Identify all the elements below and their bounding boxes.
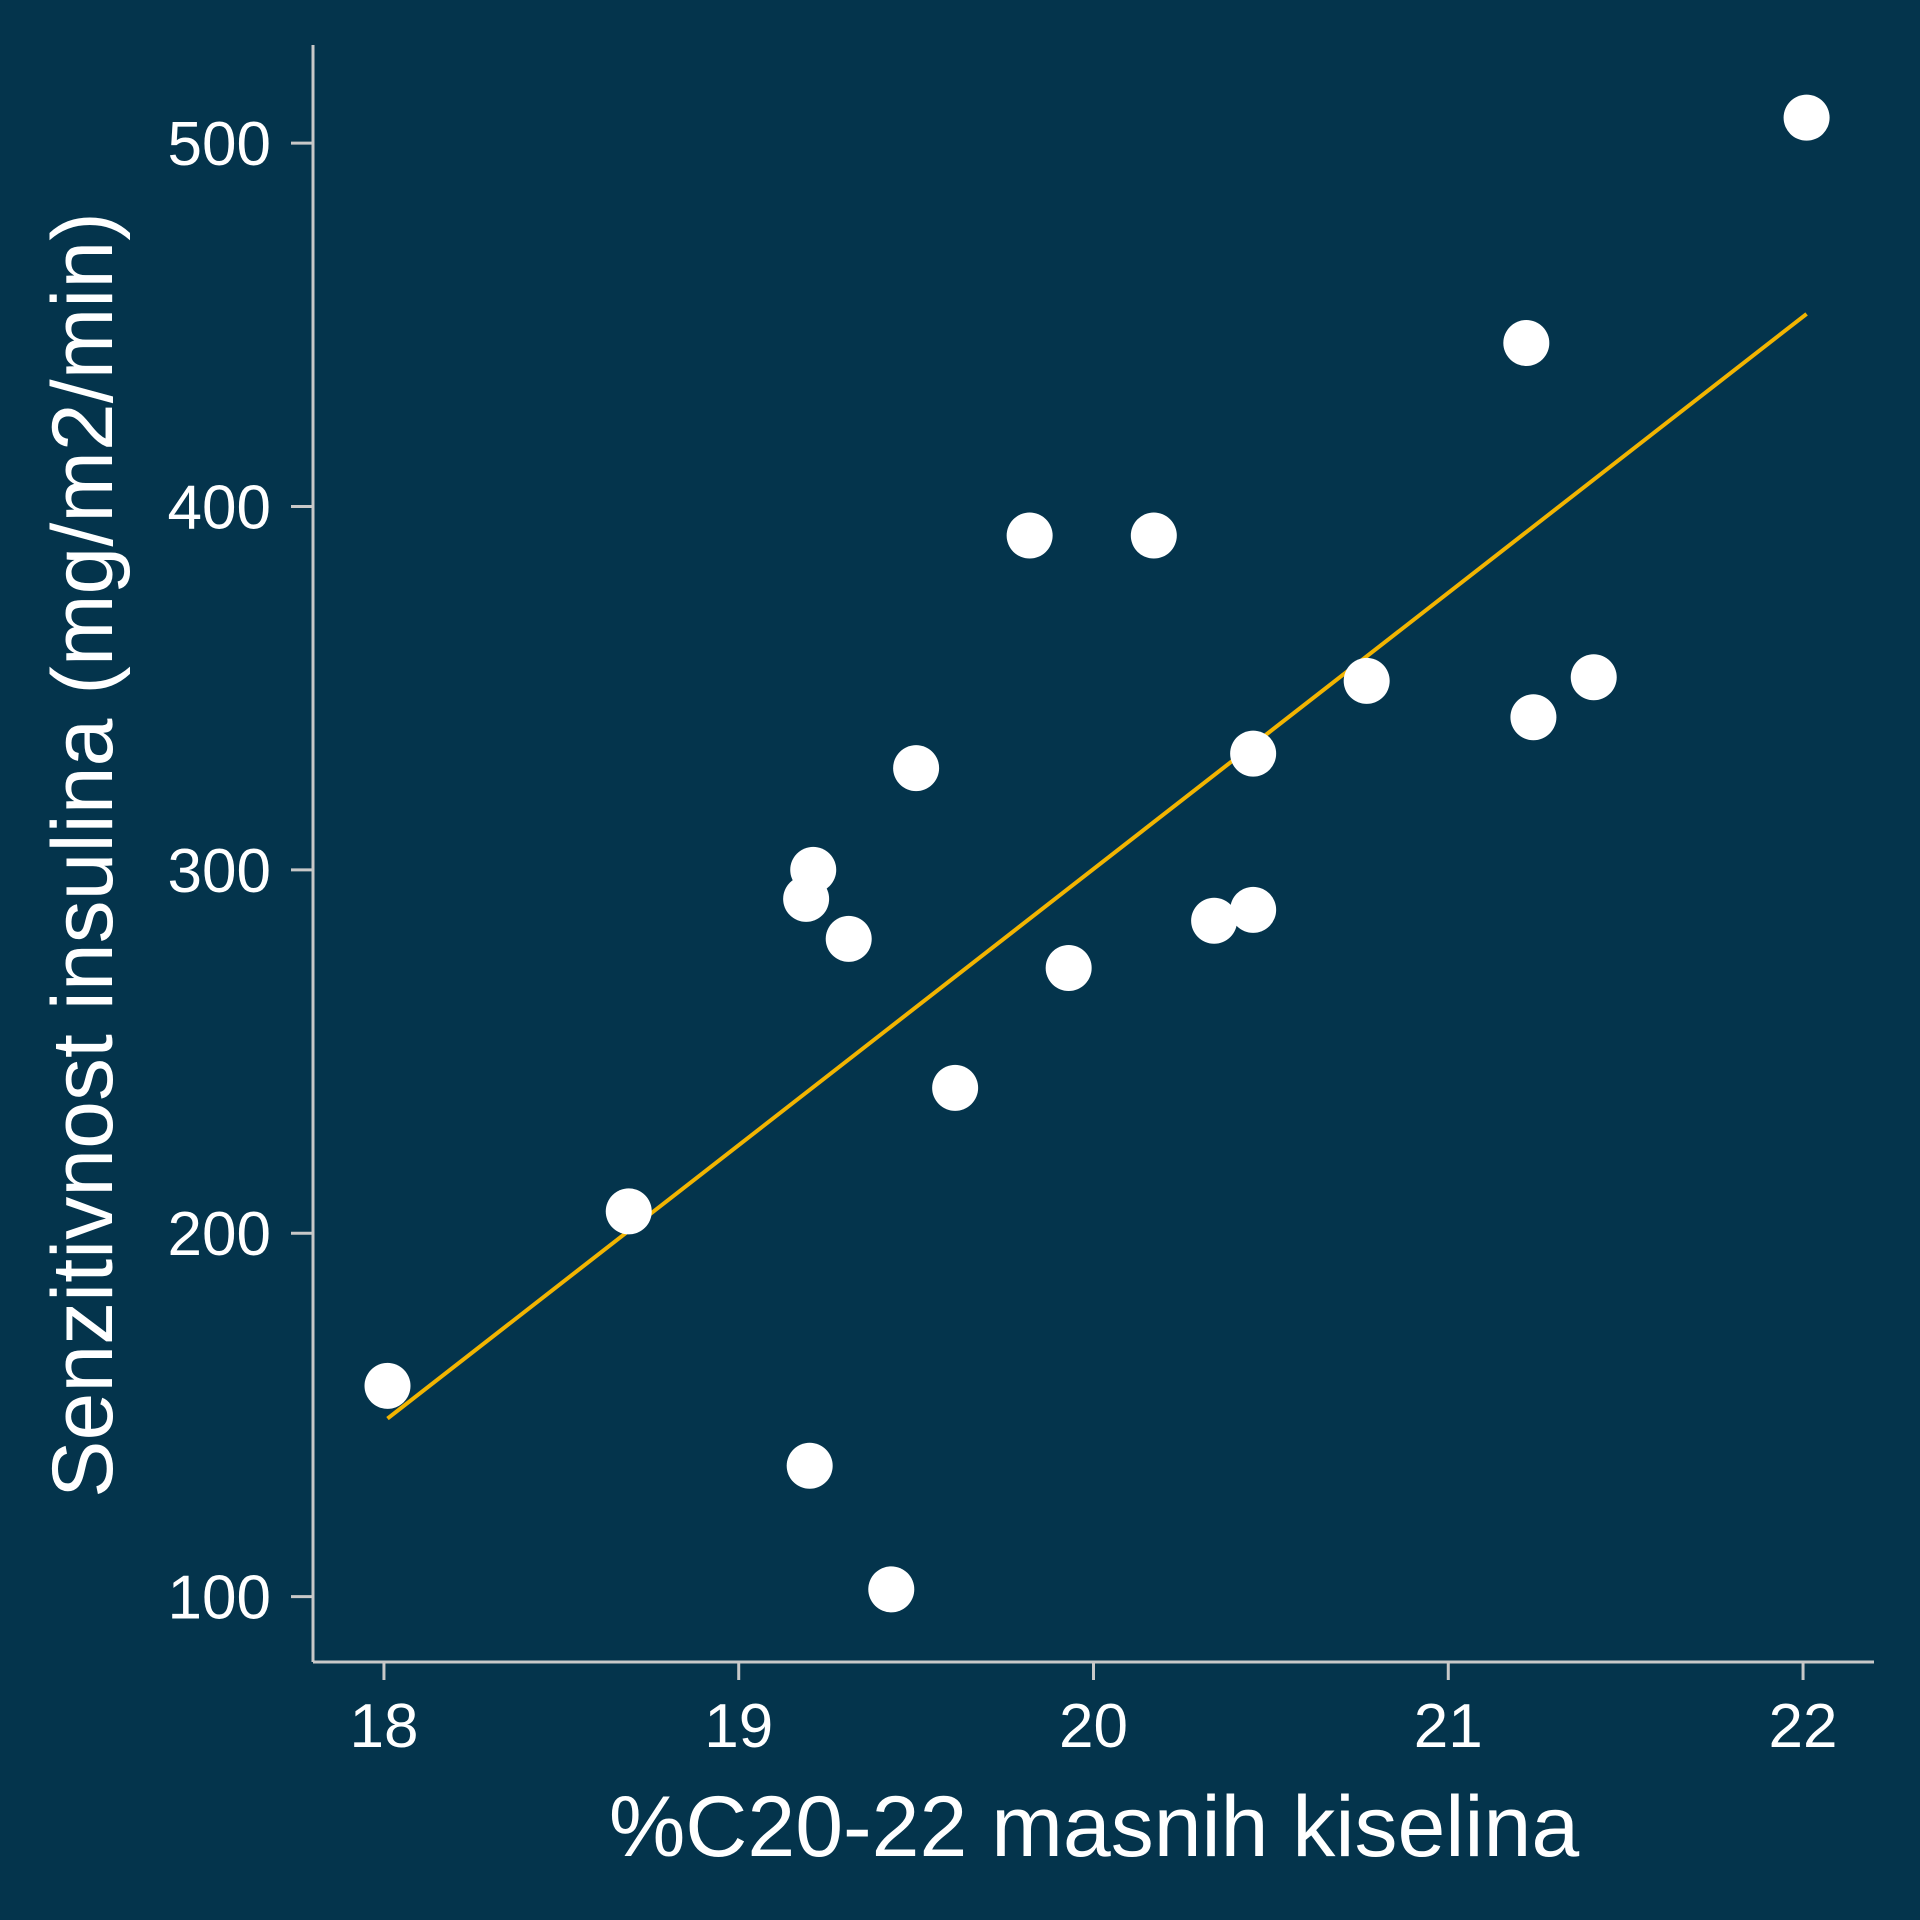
- y-tick-label: 500: [168, 110, 271, 179]
- y-ticks: 100 200 300 400 500: [168, 110, 313, 1633]
- x-ticks: 18 19 20 21 22: [349, 1662, 1838, 1761]
- data-point: [1783, 94, 1830, 141]
- data-point: [1503, 319, 1550, 366]
- data-point: [1510, 694, 1557, 741]
- data-point: [1045, 944, 1092, 991]
- regression-line: [386, 312, 1808, 1421]
- data-point: [1230, 730, 1277, 777]
- data-point: [1343, 657, 1390, 704]
- data-point: [1006, 512, 1053, 559]
- data-point: [1130, 512, 1177, 559]
- x-axis-title: %C20-22 masnih kiselina: [609, 1779, 1580, 1875]
- data-point: [932, 1064, 979, 1111]
- data-point: [790, 846, 837, 893]
- data-point: [868, 1566, 915, 1613]
- x-tick-label: 20: [1059, 1692, 1128, 1761]
- y-tick-label: 100: [168, 1564, 271, 1633]
- data-point: [364, 1362, 411, 1409]
- x-tick-label: 18: [349, 1692, 418, 1761]
- data-point: [786, 1442, 833, 1489]
- data-point: [825, 915, 872, 962]
- y-tick-label: 300: [168, 837, 271, 906]
- data-point: [1230, 886, 1277, 933]
- data-point: [1191, 897, 1238, 944]
- y-tick-label: 200: [168, 1200, 271, 1269]
- y-axis-title: Senzitivnost insulina (mg/m2/min): [35, 212, 131, 1498]
- x-tick-label: 19: [704, 1692, 773, 1761]
- x-tick-label: 22: [1769, 1692, 1838, 1761]
- data-point: [893, 745, 940, 792]
- fit-line-group: [386, 312, 1808, 1421]
- axes: [311, 45, 1874, 1664]
- x-tick-label: 21: [1414, 1692, 1483, 1761]
- data-point: [605, 1188, 652, 1235]
- data-point: [1570, 654, 1617, 701]
- y-tick-label: 400: [168, 473, 271, 542]
- data-points: [364, 94, 1830, 1613]
